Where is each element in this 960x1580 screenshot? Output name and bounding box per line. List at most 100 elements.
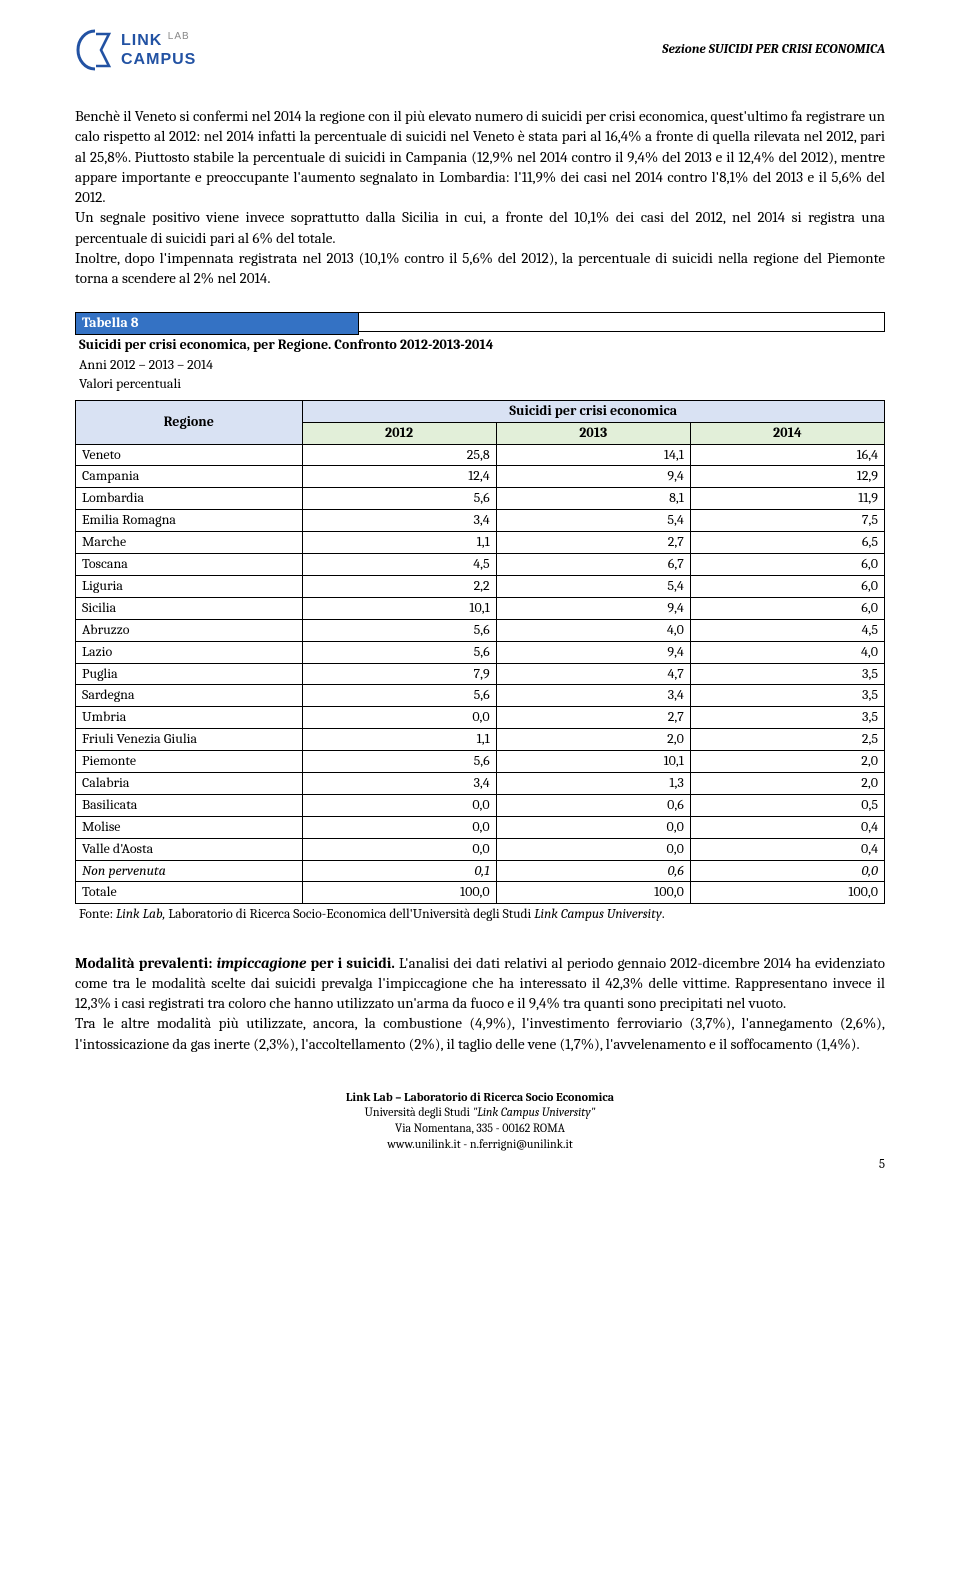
value-cell: 2,7	[496, 532, 690, 554]
col-year-2014: 2014	[690, 422, 884, 444]
footer-uni-q: "Link Campus University"	[473, 1105, 596, 1119]
value-cell: 0,0	[690, 860, 884, 882]
value-cell: 2,0	[496, 729, 690, 751]
value-cell: 2,5	[690, 729, 884, 751]
region-cell: Molise	[76, 816, 303, 838]
section-title: Sezione SUICIDI PER CRISI ECONOMICA	[662, 41, 885, 59]
value-cell: 100,0	[496, 882, 690, 904]
value-cell: 5,6	[302, 641, 496, 663]
region-cell: Abruzzo	[76, 619, 303, 641]
table-meta: Anni 2012 – 2013 – 2014 Valori percentua…	[75, 356, 885, 400]
region-cell: Friuli Venezia Giulia	[76, 729, 303, 751]
table-row: Molise0,00,00,4	[76, 816, 885, 838]
region-cell: Lazio	[76, 641, 303, 663]
source-italic2: Link Campus University	[534, 907, 662, 922]
table-row: Valle d'Aosta0,00,00,4	[76, 838, 885, 860]
value-cell: 12,4	[302, 466, 496, 488]
body2-lead2: per i suicidi.	[306, 954, 394, 972]
table-row: Totale100,0100,0100,0	[76, 882, 885, 904]
value-cell: 5,6	[302, 619, 496, 641]
col-region: Regione	[76, 400, 303, 444]
source-prefix: Fonte:	[79, 907, 116, 922]
page-footer: Link Lab – Laboratorio di Ricerca Socio …	[75, 1090, 885, 1152]
data-table: Regione Suicidi per crisi economica 2012…	[75, 400, 885, 904]
value-cell: 0,0	[302, 794, 496, 816]
region-cell: Non pervenuta	[76, 860, 303, 882]
region-cell: Umbria	[76, 707, 303, 729]
value-cell: 3,4	[302, 772, 496, 794]
table-meta1: Anni 2012 – 2013 – 2014	[79, 356, 213, 373]
value-cell: 4,0	[496, 619, 690, 641]
source-italic1: Link Lab,	[116, 907, 165, 922]
value-cell: 3,5	[690, 663, 884, 685]
table-row: Umbria0,02,73,5	[76, 707, 885, 729]
value-cell: 10,1	[302, 597, 496, 619]
footer-uni: Università degli Studi "Link Campus Univ…	[75, 1105, 885, 1121]
value-cell: 9,4	[496, 466, 690, 488]
value-cell: 2,2	[302, 575, 496, 597]
value-cell: 0,1	[302, 860, 496, 882]
body1-p1: Benchè il Veneto si confermi nel 2014 la…	[75, 106, 885, 207]
body2-lead-italic: impiccagione	[217, 954, 307, 972]
footer-uni-pre: Università degli Studi	[365, 1105, 473, 1119]
value-cell: 0,0	[302, 707, 496, 729]
value-cell: 100,0	[690, 882, 884, 904]
region-cell: Emilia Romagna	[76, 510, 303, 532]
value-cell: 0,0	[496, 838, 690, 860]
value-cell: 5,6	[302, 488, 496, 510]
value-cell: 7,5	[690, 510, 884, 532]
value-cell: 0,4	[690, 816, 884, 838]
region-cell: Puglia	[76, 663, 303, 685]
region-cell: Basilicata	[76, 794, 303, 816]
region-cell: Marche	[76, 532, 303, 554]
table-number: Tabella 8	[75, 312, 359, 335]
value-cell: 6,5	[690, 532, 884, 554]
value-cell: 0,0	[302, 838, 496, 860]
table-row: Non pervenuta0,10,60,0	[76, 860, 885, 882]
value-cell: 5,6	[302, 751, 496, 773]
value-cell: 5,6	[302, 685, 496, 707]
value-cell: 9,4	[496, 641, 690, 663]
footer-web: www.unilink.it - n.ferrigni@unilink.it	[75, 1137, 885, 1153]
logo-top: LINK	[121, 32, 162, 49]
value-cell: 3,4	[302, 510, 496, 532]
value-cell: 14,1	[496, 444, 690, 466]
value-cell: 6,0	[690, 597, 884, 619]
value-cell: 25,8	[302, 444, 496, 466]
table-row: Calabria3,41,32,0	[76, 772, 885, 794]
value-cell: 0,0	[302, 816, 496, 838]
value-cell: 0,6	[496, 794, 690, 816]
table-row: Liguria2,25,46,0	[76, 575, 885, 597]
body1-p3: Inoltre, dopo l'impennata registrata nel…	[75, 248, 885, 289]
footer-addr: Via Nomentana, 335 - 00162 ROMA	[75, 1121, 885, 1137]
region-cell: Sicilia	[76, 597, 303, 619]
col-year-2012: 2012	[302, 422, 496, 444]
value-cell: 4,7	[496, 663, 690, 685]
body-paragraph-1: Benchè il Veneto si confermi nel 2014 la…	[75, 106, 885, 288]
table-title-spacer	[359, 312, 886, 332]
value-cell: 3,5	[690, 685, 884, 707]
region-cell: Sardegna	[76, 685, 303, 707]
table-row: Lazio5,69,44,0	[76, 641, 885, 663]
value-cell: 0,6	[496, 860, 690, 882]
body2-p2: Tra le altre modalità più utilizzate, an…	[75, 1013, 885, 1054]
value-cell: 8,1	[496, 488, 690, 510]
table-row: Veneto25,814,116,4	[76, 444, 885, 466]
region-cell: Valle d'Aosta	[76, 838, 303, 860]
body2-p1: Modalità prevalenti: impiccagione per i …	[75, 953, 885, 1014]
value-cell: 12,9	[690, 466, 884, 488]
table-row: Sicilia10,19,46,0	[76, 597, 885, 619]
body2-lead1: Modalità prevalenti:	[75, 954, 217, 972]
value-cell: 0,5	[690, 794, 884, 816]
value-cell: 1,3	[496, 772, 690, 794]
logo: LINK LAB CAMPUS	[75, 28, 196, 72]
value-cell: 1,1	[302, 729, 496, 751]
page-number: 5	[75, 1156, 885, 1174]
value-cell: 4,0	[690, 641, 884, 663]
value-cell: 4,5	[302, 554, 496, 576]
region-cell: Calabria	[76, 772, 303, 794]
col-main: Suicidi per crisi economica	[302, 400, 884, 422]
region-cell: Toscana	[76, 554, 303, 576]
value-cell: 7,9	[302, 663, 496, 685]
table-source: Fonte: Link Lab, Laboratorio di Ricerca …	[75, 904, 885, 924]
